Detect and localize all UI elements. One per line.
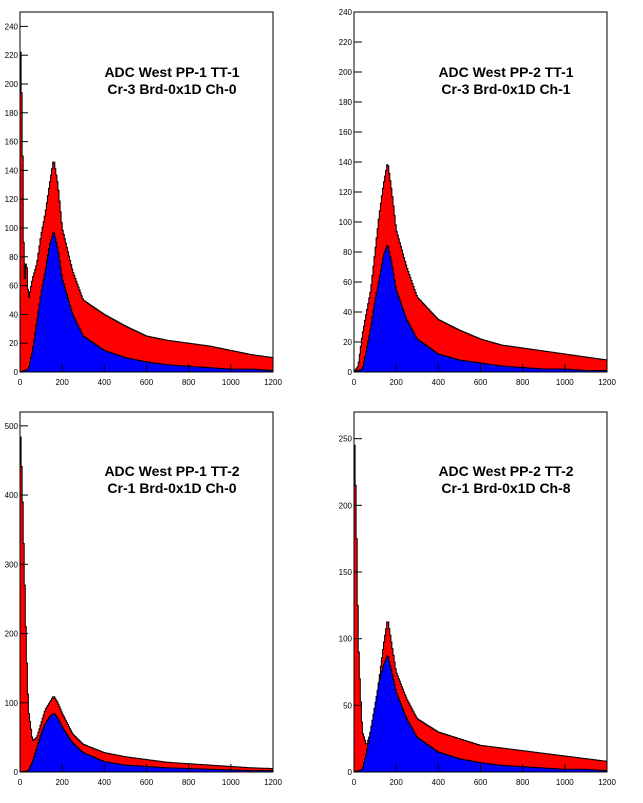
x-tick-label: 200 [389, 778, 403, 787]
y-tick-label: 200 [339, 501, 353, 510]
x-tick-label: 1200 [598, 378, 616, 387]
y-tick-label: 60 [343, 278, 352, 287]
y-tick-label: 160 [339, 128, 353, 137]
y-tick-label: 250 [339, 435, 353, 444]
y-tick-label: 180 [5, 109, 19, 118]
y-tick-label: 0 [348, 768, 353, 777]
y-tick-label: 120 [339, 188, 353, 197]
x-tick-label: 1000 [556, 778, 574, 787]
y-tick-label: 100 [5, 224, 19, 233]
chart-title-line-2: Cr-1 Brd-0x1D Ch-0 [107, 480, 236, 496]
y-tick-label: 50 [343, 701, 352, 710]
x-tick-label: 200 [55, 778, 69, 787]
y-tick-label: 200 [5, 80, 19, 89]
x-tick-label: 800 [182, 778, 196, 787]
x-tick-label: 600 [140, 378, 154, 387]
y-tick-label: 180 [339, 98, 353, 107]
y-tick-label: 20 [9, 339, 18, 348]
x-tick-label: 600 [140, 778, 154, 787]
x-tick-label: 0 [18, 778, 23, 787]
chart-title-line-2: Cr-1 Brd-0x1D Ch-8 [441, 480, 570, 496]
y-tick-label: 140 [5, 166, 19, 175]
y-tick-label: 240 [5, 22, 19, 31]
histogram-series-2 [19, 232, 274, 373]
x-tick-label: 800 [516, 778, 530, 787]
y-tick-label: 100 [5, 699, 19, 708]
x-tick-label: 200 [55, 378, 69, 387]
chart-title-line-1: ADC West PP-2 TT-2 [438, 463, 573, 479]
y-tick-label: 300 [5, 560, 19, 569]
x-tick-label: 800 [182, 378, 196, 387]
y-tick-label: 40 [343, 308, 352, 317]
y-tick-label: 140 [339, 158, 353, 167]
chart-title-line-1: ADC West PP-1 TT-1 [104, 64, 239, 80]
x-tick-label: 0 [352, 378, 357, 387]
x-tick-label: 400 [98, 378, 112, 387]
x-tick-label: 1000 [222, 378, 240, 387]
x-tick-label: 400 [98, 778, 112, 787]
y-tick-label: 240 [339, 8, 353, 17]
x-tick-label: 800 [516, 378, 530, 387]
x-tick-label: 600 [474, 778, 488, 787]
y-tick-label: 40 [9, 310, 18, 319]
histogram-series-2 [353, 655, 608, 773]
y-tick-label: 100 [339, 218, 353, 227]
y-tick-label: 20 [343, 338, 352, 347]
chart-panel-4: 0 200 400 600 800 1000 1200 0 50 100 150 200 250 ADC … [339, 411, 616, 787]
x-tick-label: 1200 [598, 778, 616, 787]
y-tick-label: 200 [5, 630, 19, 639]
x-tick-label: 600 [474, 378, 488, 387]
y-tick-label: 220 [5, 51, 19, 60]
x-tick-label: 0 [352, 778, 357, 787]
x-tick-label: 1200 [264, 778, 282, 787]
histogram-series-2 [353, 245, 608, 373]
y-tick-label: 160 [5, 138, 19, 147]
y-tick-label: 200 [339, 68, 353, 77]
x-tick-label: 0 [18, 378, 23, 387]
y-tick-label: 60 [9, 282, 18, 291]
x-tick-label: 400 [432, 378, 446, 387]
chart-title-line-1: ADC West PP-2 TT-1 [438, 64, 573, 80]
y-tick-label: 0 [14, 768, 19, 777]
x-tick-label: 1000 [556, 378, 574, 387]
x-tick-label: 1200 [264, 378, 282, 387]
histogram-series-2 [19, 713, 274, 773]
y-tick-label: 500 [5, 422, 19, 431]
x-tick-label: 1000 [222, 778, 240, 787]
histogram-series-1 [353, 164, 608, 373]
y-tick-label: 400 [5, 491, 19, 500]
chart-panel-3: 0 200 400 600 800 1000 1200 0 100 200 300 400 500 ADC… [5, 411, 282, 787]
y-tick-label: 100 [339, 635, 353, 644]
y-tick-label: 0 [348, 368, 353, 377]
y-tick-label: 0 [14, 368, 19, 377]
y-tick-label: 220 [339, 38, 353, 47]
y-tick-label: 120 [5, 195, 19, 204]
chart-title-line-2: Cr-3 Brd-0x1D Ch-0 [107, 81, 236, 97]
chart-panel-1: 0 200 400 600 800 1000 1200 0 20 40 60 80 100 120 140 1… [5, 11, 282, 387]
chart-panel-2: 0 200 400 600 800 1000 1200 0 20 40 60 80 100 120 140 1… [339, 8, 617, 387]
y-tick-label: 80 [343, 248, 352, 257]
y-tick-label: 80 [9, 253, 18, 262]
chart-title-line-1: ADC West PP-1 TT-2 [104, 463, 239, 479]
chart-title-line-2: Cr-3 Brd-0x1D Ch-1 [441, 81, 570, 97]
x-tick-label: 200 [389, 378, 403, 387]
y-tick-label: 150 [339, 568, 353, 577]
x-tick-label: 400 [432, 778, 446, 787]
